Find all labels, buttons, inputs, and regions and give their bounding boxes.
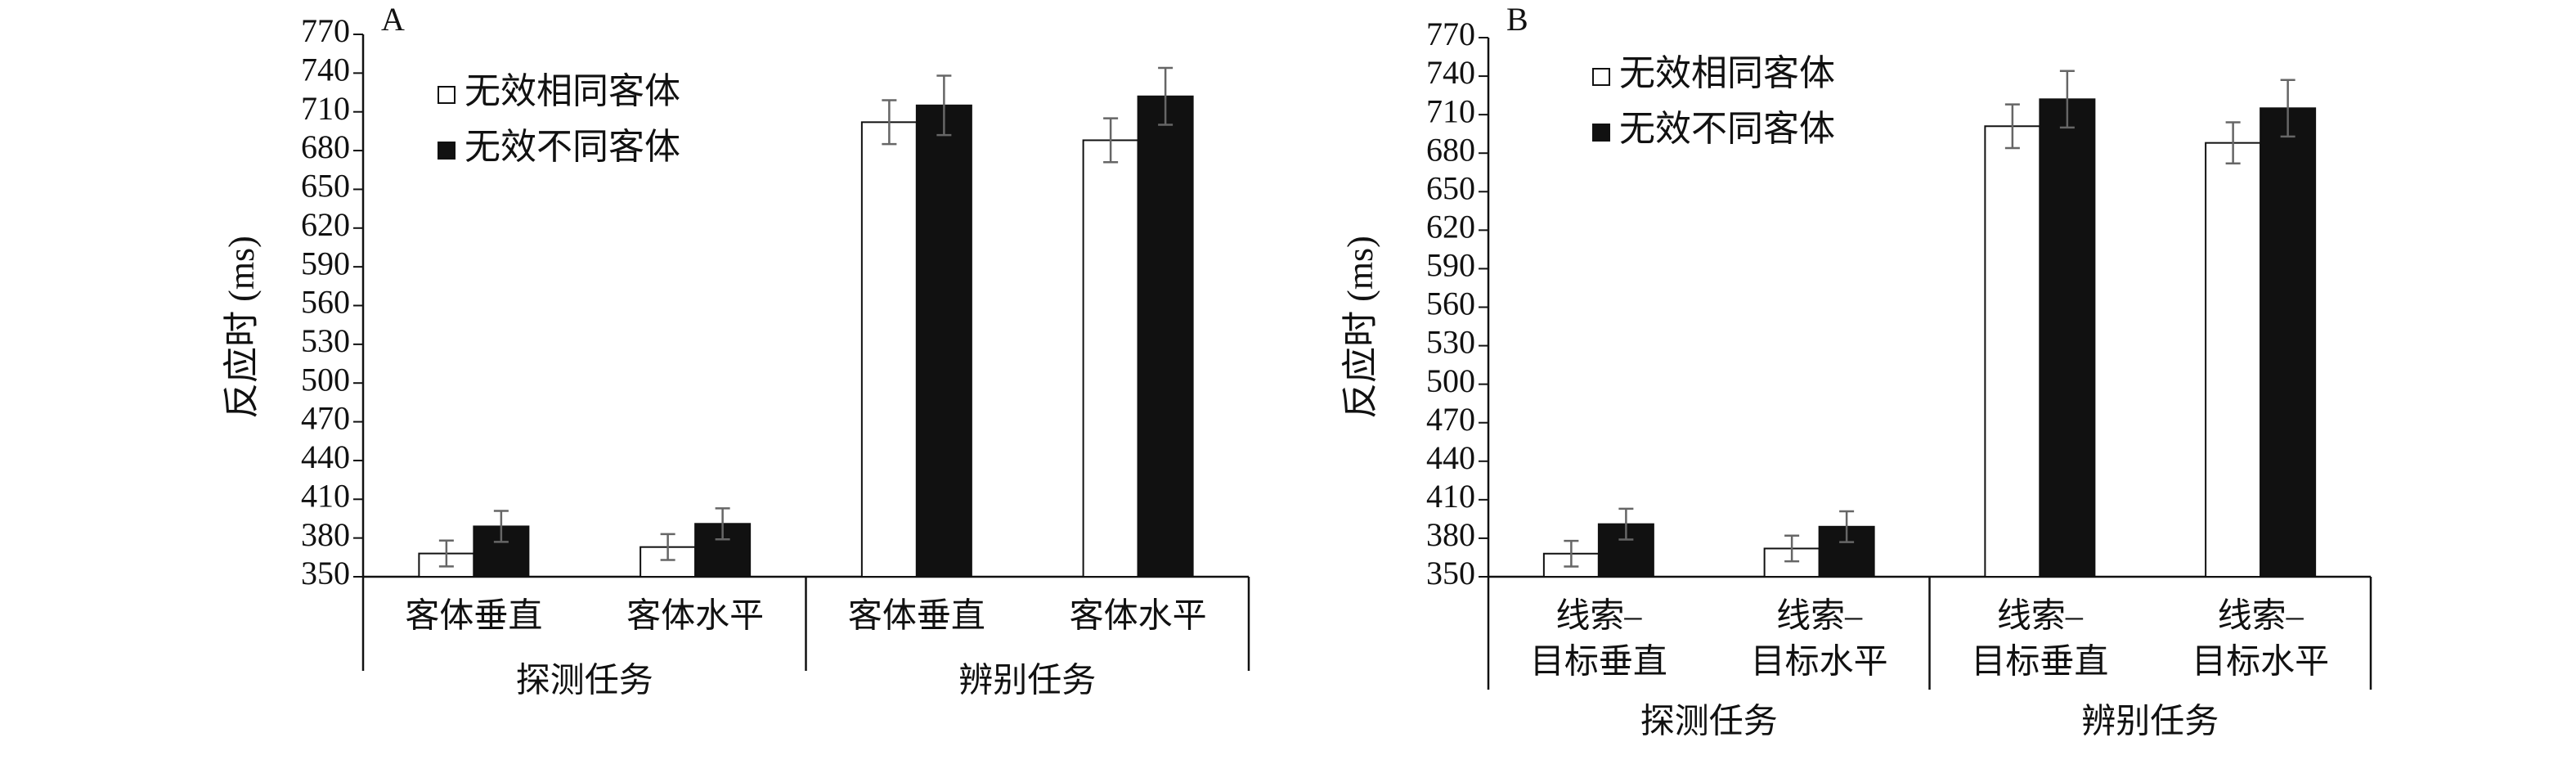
group-label: 辨别任务 bbox=[958, 663, 1096, 700]
y-tick-label: 620 bbox=[301, 206, 350, 243]
x-tick-label: 目标垂直 bbox=[1971, 644, 2108, 681]
panel-label: B bbox=[1506, 1, 1528, 38]
bar bbox=[2039, 98, 2096, 578]
y-tick-label: 560 bbox=[301, 284, 350, 321]
error-bar bbox=[1103, 117, 1119, 164]
legend-marker bbox=[1592, 124, 1610, 142]
y-tick-label: 500 bbox=[301, 361, 350, 398]
y-tick-label: 620 bbox=[1426, 209, 1475, 245]
error-bar bbox=[1564, 539, 1579, 568]
y-tick-label: 440 bbox=[301, 438, 350, 475]
error-bar bbox=[493, 510, 509, 543]
group-label: 辨别任务 bbox=[2081, 704, 2219, 741]
y-tick-label: 380 bbox=[1426, 516, 1475, 553]
y-tick-label: 710 bbox=[1426, 92, 1475, 129]
legend-marker bbox=[1592, 68, 1610, 86]
y-tick-label: 470 bbox=[1426, 401, 1475, 438]
bar bbox=[1082, 139, 1139, 578]
y-tick-label: 530 bbox=[301, 322, 350, 359]
error-bar bbox=[2280, 79, 2296, 138]
legend-marker bbox=[438, 86, 456, 104]
error-bar bbox=[1839, 510, 1855, 543]
y-tick-label: 380 bbox=[301, 516, 350, 553]
error-bar bbox=[2004, 103, 2020, 150]
y-tick-label: 710 bbox=[301, 90, 350, 127]
error-bar bbox=[660, 533, 675, 561]
x-tick-label: 目标垂直 bbox=[1530, 644, 1667, 681]
x-tick-label: 目标水平 bbox=[2192, 644, 2329, 681]
y-tick-label: 650 bbox=[1426, 169, 1475, 206]
error-bar bbox=[1784, 534, 1800, 563]
x-tick-label: 客体垂直 bbox=[405, 597, 542, 636]
bar bbox=[2205, 142, 2262, 578]
y-tick-label: 560 bbox=[1426, 286, 1475, 322]
y-tick-label: 440 bbox=[1426, 439, 1475, 476]
error-bar bbox=[936, 74, 952, 137]
x-tick-label: 线索– bbox=[1555, 598, 1642, 636]
legend-label: 无效相同客体 bbox=[1619, 53, 1835, 93]
error-bar bbox=[2225, 121, 2241, 165]
y-tick-label: 590 bbox=[301, 245, 350, 281]
y-tick-label: 680 bbox=[301, 128, 350, 165]
x-tick-label: 目标水平 bbox=[1751, 644, 1888, 681]
error-bar bbox=[715, 507, 730, 541]
x-tick-label: 客体水平 bbox=[626, 597, 764, 636]
bar bbox=[1137, 95, 1194, 578]
y-tick-label: 410 bbox=[301, 477, 350, 514]
group-label: 探测任务 bbox=[516, 663, 653, 700]
bar bbox=[1763, 547, 1820, 578]
bar bbox=[2260, 107, 2317, 578]
y-tick-label: 650 bbox=[301, 168, 350, 205]
x-tick-label: 线索– bbox=[1997, 598, 2084, 636]
y-axis-label: 反应时 (ms) bbox=[1340, 236, 1380, 419]
legend-label: 无效不同客体 bbox=[464, 127, 680, 167]
y-tick-label: 350 bbox=[1426, 555, 1475, 591]
bar bbox=[1984, 125, 2041, 578]
bar bbox=[640, 546, 697, 578]
y-axis-label: 反应时 (ms) bbox=[222, 236, 262, 419]
y-tick-label: 680 bbox=[1426, 131, 1475, 168]
y-tick-label: 410 bbox=[1426, 478, 1475, 515]
y-tick-label: 740 bbox=[1426, 54, 1475, 91]
y-tick-label: 470 bbox=[301, 400, 350, 437]
bar bbox=[915, 104, 972, 578]
y-tick-label: 500 bbox=[1426, 362, 1475, 399]
bar bbox=[860, 121, 918, 578]
y-tick-label: 350 bbox=[301, 555, 350, 591]
y-tick-label: 740 bbox=[301, 52, 350, 88]
x-tick-label: 客体垂直 bbox=[848, 597, 985, 636]
y-tick-label: 770 bbox=[1426, 16, 1475, 52]
legend-marker bbox=[438, 142, 456, 160]
y-tick-label: 530 bbox=[1426, 324, 1475, 361]
error-bar bbox=[438, 539, 454, 568]
legend-label: 无效相同客体 bbox=[464, 71, 680, 111]
y-tick-label: 770 bbox=[301, 12, 350, 49]
x-tick-label: 线索– bbox=[1776, 598, 1863, 636]
error-bar bbox=[1618, 507, 1634, 541]
error-bar bbox=[1158, 66, 1174, 126]
error-bar bbox=[882, 99, 897, 146]
x-tick-label: 客体水平 bbox=[1070, 597, 1207, 636]
group-label: 探测任务 bbox=[1640, 704, 1778, 741]
error-bar bbox=[2059, 70, 2075, 129]
legend-label: 无效不同客体 bbox=[1619, 109, 1835, 149]
y-tick-label: 590 bbox=[1426, 247, 1475, 284]
x-tick-label: 线索– bbox=[2218, 598, 2304, 636]
panel-label: A bbox=[381, 1, 405, 38]
